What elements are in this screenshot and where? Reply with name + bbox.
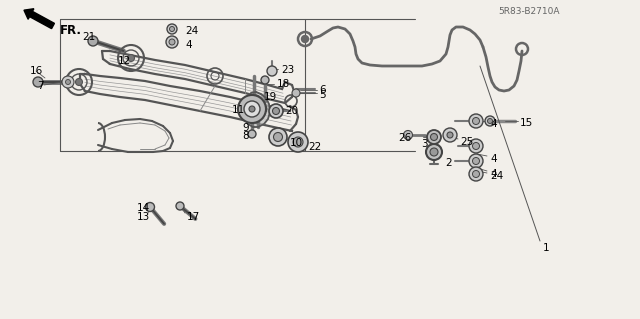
FancyArrow shape	[24, 9, 54, 29]
Text: 26: 26	[398, 133, 412, 143]
Circle shape	[252, 115, 260, 123]
Text: 23: 23	[281, 65, 294, 75]
Text: 18: 18	[277, 79, 291, 89]
Circle shape	[430, 148, 438, 156]
Circle shape	[238, 95, 266, 123]
Circle shape	[273, 132, 282, 142]
Text: 5R83-B2710A: 5R83-B2710A	[498, 8, 559, 17]
Circle shape	[469, 114, 483, 128]
Text: 22: 22	[308, 142, 321, 152]
Circle shape	[76, 78, 83, 85]
Text: 14: 14	[137, 203, 150, 213]
Text: 21: 21	[82, 32, 95, 42]
Circle shape	[288, 132, 308, 152]
Text: 25: 25	[460, 137, 473, 147]
Text: 7: 7	[37, 81, 44, 91]
Circle shape	[472, 143, 479, 150]
Text: 4: 4	[490, 154, 497, 164]
Circle shape	[127, 55, 134, 62]
Text: 13: 13	[137, 212, 150, 222]
Circle shape	[169, 39, 175, 45]
Text: 6: 6	[319, 85, 326, 95]
Circle shape	[469, 139, 483, 153]
Circle shape	[167, 24, 177, 34]
Circle shape	[259, 105, 267, 113]
Circle shape	[469, 167, 483, 181]
Circle shape	[447, 132, 453, 138]
Circle shape	[301, 35, 308, 42]
Circle shape	[170, 26, 175, 32]
Text: 24: 24	[490, 171, 503, 181]
Circle shape	[65, 79, 70, 85]
Text: 4: 4	[490, 119, 497, 129]
Circle shape	[403, 130, 413, 139]
Circle shape	[273, 108, 280, 115]
Circle shape	[254, 101, 262, 109]
Text: 24: 24	[185, 26, 198, 36]
Text: FR.: FR.	[60, 24, 82, 36]
Circle shape	[166, 36, 178, 48]
Circle shape	[62, 76, 74, 88]
Text: 19: 19	[264, 92, 277, 102]
Circle shape	[248, 130, 256, 138]
Text: 5: 5	[319, 90, 326, 100]
Text: 3: 3	[421, 139, 428, 149]
Text: 1: 1	[543, 243, 550, 253]
Circle shape	[269, 104, 283, 118]
Text: 12: 12	[118, 56, 131, 66]
Text: 8: 8	[242, 131, 248, 141]
Circle shape	[145, 203, 154, 211]
Circle shape	[252, 95, 260, 103]
Text: 17: 17	[187, 212, 200, 222]
Circle shape	[426, 144, 442, 160]
Circle shape	[472, 117, 479, 124]
Circle shape	[267, 66, 277, 76]
Circle shape	[472, 170, 479, 177]
Circle shape	[488, 118, 493, 123]
Circle shape	[269, 128, 287, 146]
Text: 4: 4	[490, 169, 497, 179]
Circle shape	[443, 128, 457, 142]
Polygon shape	[243, 92, 270, 127]
Circle shape	[176, 202, 184, 210]
Circle shape	[431, 133, 438, 140]
Text: 2: 2	[445, 158, 452, 168]
Circle shape	[427, 130, 441, 144]
Circle shape	[469, 154, 483, 168]
Text: 9: 9	[242, 123, 248, 133]
Text: 20: 20	[285, 106, 298, 116]
Circle shape	[261, 76, 269, 84]
Text: 4: 4	[185, 40, 191, 50]
Text: 11: 11	[232, 105, 245, 115]
Circle shape	[485, 116, 495, 126]
Circle shape	[249, 106, 255, 112]
Circle shape	[293, 137, 303, 147]
Text: 10: 10	[290, 138, 303, 148]
Circle shape	[292, 89, 300, 97]
Circle shape	[244, 101, 260, 117]
Circle shape	[33, 77, 43, 87]
Circle shape	[472, 158, 479, 165]
Circle shape	[88, 36, 98, 46]
Text: 16: 16	[30, 66, 44, 76]
Text: 15: 15	[520, 118, 533, 128]
